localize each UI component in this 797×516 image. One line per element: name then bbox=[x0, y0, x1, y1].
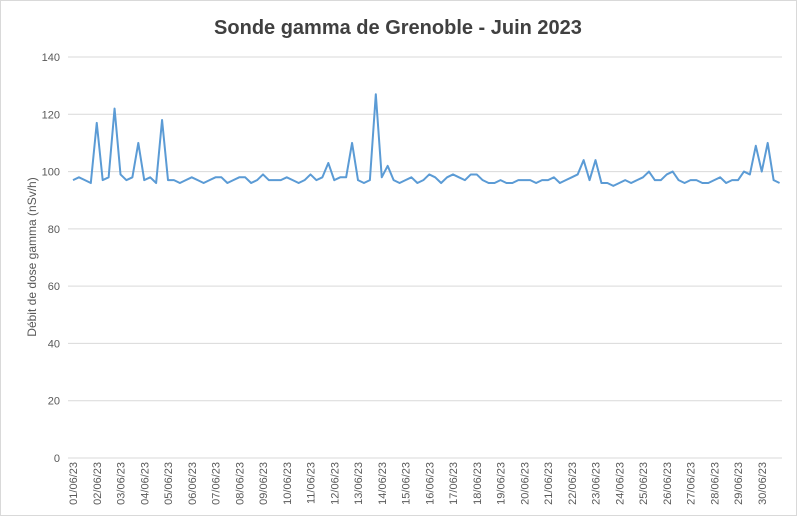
x-tick-label: 16/06/23 bbox=[424, 462, 436, 505]
x-tick-label: 05/06/23 bbox=[163, 462, 175, 505]
x-tick-label: 27/06/23 bbox=[686, 462, 698, 505]
x-tick-label: 07/06/23 bbox=[211, 462, 223, 505]
data-line bbox=[72, 93, 780, 187]
x-tick-label: 15/06/23 bbox=[401, 462, 413, 505]
x-tick-label: 01/06/23 bbox=[68, 462, 80, 505]
x-tick-label: 20/06/23 bbox=[519, 462, 531, 505]
x-tick-label: 09/06/23 bbox=[258, 462, 270, 505]
y-tick-label: 100 bbox=[42, 167, 60, 179]
y-tick-label: 40 bbox=[48, 338, 60, 350]
y-tick-label: 60 bbox=[48, 281, 60, 293]
x-tick-label: 14/06/23 bbox=[377, 462, 389, 505]
x-tick-label: 28/06/23 bbox=[709, 462, 721, 505]
x-tick-label: 23/06/23 bbox=[591, 462, 603, 505]
x-tick-label: 11/06/23 bbox=[306, 462, 318, 504]
x-tick-label: 02/06/23 bbox=[92, 462, 104, 505]
x-tick-label: 10/06/23 bbox=[282, 462, 294, 505]
x-tick-label: 04/06/23 bbox=[139, 462, 151, 505]
x-tick-label: 12/06/23 bbox=[329, 462, 341, 505]
x-tick-label: 26/06/23 bbox=[662, 462, 674, 505]
x-tick-label: 25/06/23 bbox=[638, 462, 650, 505]
y-tick-label: 120 bbox=[42, 109, 60, 121]
x-tick-label: 08/06/23 bbox=[234, 462, 246, 505]
y-tick-label: 0 bbox=[54, 453, 60, 465]
y-tick-label: 80 bbox=[48, 224, 60, 236]
x-tick-label: 22/06/23 bbox=[567, 462, 579, 505]
x-tick-label: 19/06/23 bbox=[496, 462, 508, 505]
x-tick-label: 03/06/23 bbox=[116, 462, 128, 505]
x-tick-label: 18/06/23 bbox=[472, 462, 484, 505]
y-tick-label: 140 bbox=[42, 52, 60, 64]
x-tick-label: 06/06/23 bbox=[187, 462, 199, 505]
y-axis-label: Débit de dose gamma (nSv/h) bbox=[25, 177, 39, 336]
x-tick-label: 21/06/23 bbox=[543, 462, 555, 505]
x-tick-label: 17/06/23 bbox=[448, 462, 460, 505]
chart-title: Sonde gamma de Grenoble - Juin 2023 bbox=[214, 17, 582, 39]
x-tick-label: 24/06/23 bbox=[614, 462, 626, 505]
y-tick-label: 20 bbox=[48, 396, 60, 408]
x-tick-label: 13/06/23 bbox=[353, 462, 365, 505]
x-tick-label: 30/06/23 bbox=[757, 462, 769, 505]
x-tick-label: 29/06/23 bbox=[733, 462, 745, 505]
